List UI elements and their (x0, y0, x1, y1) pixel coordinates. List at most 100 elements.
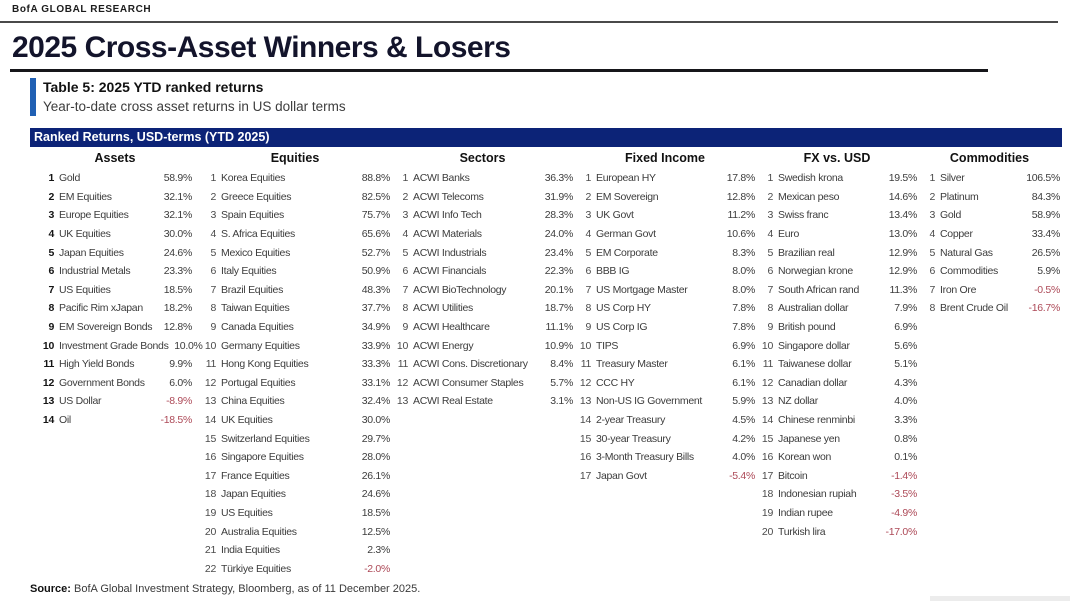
value-cell: 18.2% (163, 302, 193, 315)
table-row: 7 US Equities 18.5% (38, 281, 192, 300)
rank-cell: 5 (585, 246, 591, 259)
rank-cell: 13 (396, 395, 408, 408)
table-row: 12 Canadian dollar 4.3% (757, 374, 917, 393)
table-row: 7 Brazil Equities 48.3% (200, 281, 390, 300)
name-cell: Gold (940, 209, 961, 222)
table-row: 13 US Dollar -8.9% (38, 392, 192, 411)
table-banner: Ranked Returns, USD-terms (YTD 2025) (30, 128, 1062, 147)
rank-cell: 16 (761, 451, 773, 464)
name-cell: South African rand (778, 283, 859, 296)
value-cell: 65.6% (361, 228, 391, 241)
name-cell: Brent Crude Oil (940, 302, 1008, 315)
table-row: 3 ACWI Info Tech 28.3% (392, 206, 573, 225)
column-header: FX vs. USD (803, 151, 871, 165)
rank-cell: 2 (929, 190, 935, 203)
name-cell: Australia Equities (221, 525, 297, 538)
rank-cell: 7 (48, 283, 54, 296)
page-title: 2025 Cross-Asset Winners & Losers (12, 31, 511, 64)
table-row: 2 ACWI Telecoms 31.9% (392, 188, 573, 207)
value-cell: -3.5% (891, 488, 917, 501)
value-cell: 10.9% (544, 339, 574, 352)
rank-cell: 8 (402, 302, 408, 315)
rank-cell: 10 (396, 339, 408, 352)
table-row: 11 Taiwanese dollar 5.1% (757, 355, 918, 374)
rank-cell: 2 (767, 190, 773, 203)
rank-cell: 15 (761, 432, 773, 445)
value-cell: 13.0% (888, 228, 918, 241)
rank-cell: 5 (402, 246, 408, 259)
rank-cell: 16 (204, 451, 216, 464)
value-cell: 0.1% (894, 451, 917, 464)
rank-cell: 1 (48, 172, 54, 185)
rank-cell: 21 (204, 544, 216, 557)
value-cell: -2.0% (364, 562, 390, 575)
name-cell: 3-Month Treasury Bills (596, 451, 694, 464)
value-cell: 28.3% (544, 209, 574, 222)
value-cell: 8.0% (732, 265, 755, 278)
name-cell: ACWI Energy (413, 339, 474, 352)
table-row: 17 Bitcoin -1.4% (757, 467, 917, 486)
rank-cell: 4 (402, 228, 408, 241)
name-cell: Portugal Equities (221, 376, 296, 389)
rank-cell: 12 (204, 376, 216, 389)
name-cell: US Corp IG (596, 321, 648, 334)
name-cell: Government Bonds (59, 376, 145, 389)
rank-cell: 7 (585, 283, 591, 296)
value-cell: 52.7% (361, 246, 391, 259)
table-row: 4 UK Equities 30.0% (38, 225, 192, 244)
value-cell: 29.7% (361, 432, 391, 445)
rank-cell: 11 (762, 358, 774, 371)
name-cell: US Mortgage Master (596, 283, 688, 296)
value-cell: 5.7% (550, 376, 573, 389)
value-cell: 24.6% (361, 488, 391, 501)
value-cell: 82.5% (361, 190, 391, 203)
table-row: 1 European HY 17.8% (575, 169, 755, 188)
name-cell: France Equities (221, 469, 290, 482)
rank-cell: 2 (402, 190, 408, 203)
column-fixed-income: Fixed Income 1 European HY 17.8% 2 EM Soverei… (575, 147, 757, 578)
table-row: 14 Chinese renminbi 3.3% (757, 411, 917, 430)
table-row: 8 US Corp HY 7.8% (575, 299, 755, 318)
rank-cell: 5 (48, 246, 54, 259)
value-cell: 33.1% (361, 376, 391, 389)
value-cell: 3.3% (894, 414, 917, 427)
rank-cell: 11 (43, 358, 55, 371)
name-cell: US Equities (221, 506, 273, 519)
rank-cell: 19 (761, 506, 773, 519)
name-cell: India Equities (221, 544, 280, 557)
table-row: 6 Norwegian krone 12.9% (757, 262, 917, 281)
table-row: 2 EM Equities 32.1% (38, 188, 192, 207)
name-cell: EM Sovereign Bonds (59, 321, 153, 334)
table-row: 9 US Corp IG 7.8% (575, 318, 755, 337)
value-cell: 10.0% (174, 339, 203, 352)
table-row: 12 ACWI Consumer Staples 5.7% (392, 374, 573, 393)
rank-cell: 10 (204, 339, 216, 352)
table-row: 15 30-year Treasury 4.2% (575, 429, 755, 448)
value-cell: 88.8% (361, 172, 391, 185)
table-row: 16 Korean won 0.1% (757, 448, 917, 467)
value-cell: 18.5% (163, 283, 193, 296)
value-cell: -4.9% (891, 506, 917, 519)
table-row: 1 Silver 106.5% (919, 169, 1060, 188)
table-row: 5 Brazilian real 12.9% (757, 243, 917, 262)
column-header: Fixed Income (625, 151, 705, 165)
table-row: 12 Portugal Equities 33.1% (200, 374, 390, 393)
table-caption: Table 5: 2025 YTD ranked returns Year-to… (30, 78, 346, 116)
name-cell: ACWI Telecoms (413, 190, 484, 203)
column-header: Sectors (459, 151, 506, 165)
rank-cell: 22 (204, 562, 216, 575)
rank-cell: 4 (210, 228, 216, 241)
value-cell: 26.5% (1031, 246, 1061, 259)
rank-cell: 3 (48, 209, 54, 222)
table-row: 13 China Equities 32.4% (200, 392, 390, 411)
value-cell: 0.8% (894, 432, 917, 445)
value-cell: 8.3% (732, 246, 755, 259)
name-cell: Europe Equities (59, 209, 129, 222)
name-cell: Hong Kong Equities (221, 358, 309, 371)
table-row: 21 India Equities 2.3% (200, 541, 390, 560)
name-cell: ACWI Info Tech (413, 209, 482, 222)
value-cell: 37.7% (361, 302, 391, 315)
name-cell: Japanese yen (778, 432, 840, 445)
table-row: 9 Canada Equities 34.9% (200, 318, 390, 337)
rank-cell: 5 (929, 246, 935, 259)
